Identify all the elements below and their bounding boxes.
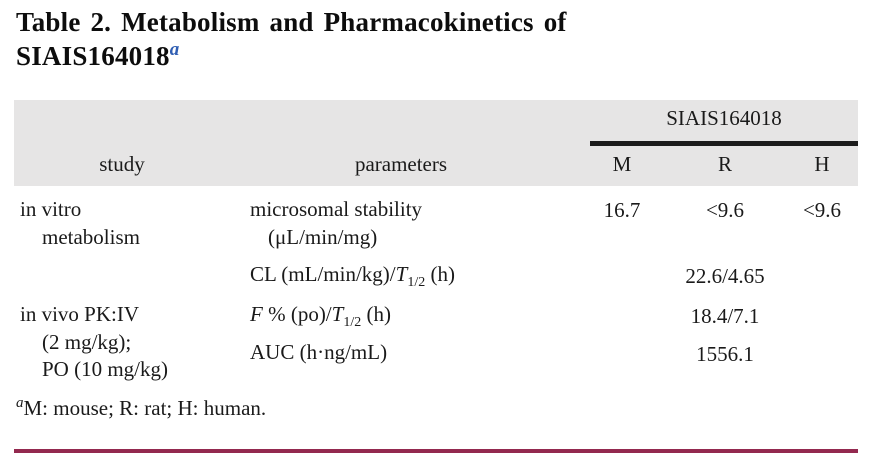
value-microsomal-rat: <9.6	[705, 198, 745, 222]
column-header-parameters: parameters	[354, 152, 448, 176]
group-header-compound: SIAIS164018	[666, 106, 782, 130]
column-header-study: study	[99, 152, 145, 176]
study-invivo-line1: in vivo PK:IV	[20, 302, 140, 326]
group-header-rule	[590, 141, 858, 146]
table-title-compound: SIAIS164018	[16, 41, 170, 71]
param-f-suffix: (h)	[361, 302, 391, 326]
param-cl-thalf: CL (mL/min/kg)/T1/2 (h)	[250, 262, 455, 290]
value-f-thalf: 18.4/7.1	[690, 304, 760, 328]
value-microsomal-mouse: 16.7	[603, 198, 641, 222]
param-f-t-symbol: T	[331, 302, 344, 326]
param-cl-t-subscript: 1/2	[407, 275, 426, 290]
table-bottom-rule	[14, 449, 858, 453]
param-auc: AUC (h·ng/mL)	[250, 340, 388, 364]
table-title-line1: Table 2. Metabolism and Pharmacokinetics…	[16, 7, 567, 37]
param-cl-prefix: CL (mL/min/kg)/	[250, 262, 396, 286]
value-auc: 1556.1	[696, 342, 754, 366]
study-invitro-line1: in vitro	[20, 197, 82, 221]
column-header-r: R	[717, 152, 732, 176]
study-invivo-line3: PO (10 mg/kg)	[42, 357, 168, 381]
study-invivo-line2: (2 mg/kg);	[42, 330, 132, 354]
study-invitro-line2: metabolism	[42, 225, 140, 249]
footnote-text: M: mouse; R: rat; H: human.	[23, 396, 267, 420]
param-cl-suffix: (h)	[425, 262, 455, 286]
param-f-t-subscript: 1/2	[343, 315, 362, 330]
footnote-marker: a	[16, 395, 24, 411]
value-microsomal-human: <9.6	[802, 198, 842, 222]
value-cl-thalf: 22.6/4.65	[685, 264, 765, 288]
param-cl-t-symbol: T	[395, 262, 408, 286]
table-title: Table 2. Metabolism and Pharmacokinetics…	[16, 5, 567, 73]
param-f-thalf: F % (po)/T1/2 (h)	[250, 302, 391, 330]
param-f-symbol: F	[250, 302, 263, 326]
param-microsomal-stability: microsomal stability	[250, 197, 423, 221]
title-footnote-marker: a	[169, 39, 180, 60]
param-microsomal-units: (μL/min/mg)	[268, 225, 378, 249]
table-footnote: aM: mouse; R: rat; H: human.	[16, 396, 266, 421]
param-f-rest: % (po)/	[262, 302, 332, 326]
table-title-line2: SIAIS164018a	[16, 39, 567, 73]
column-header-m: M	[612, 152, 632, 176]
column-header-h: H	[814, 152, 830, 176]
